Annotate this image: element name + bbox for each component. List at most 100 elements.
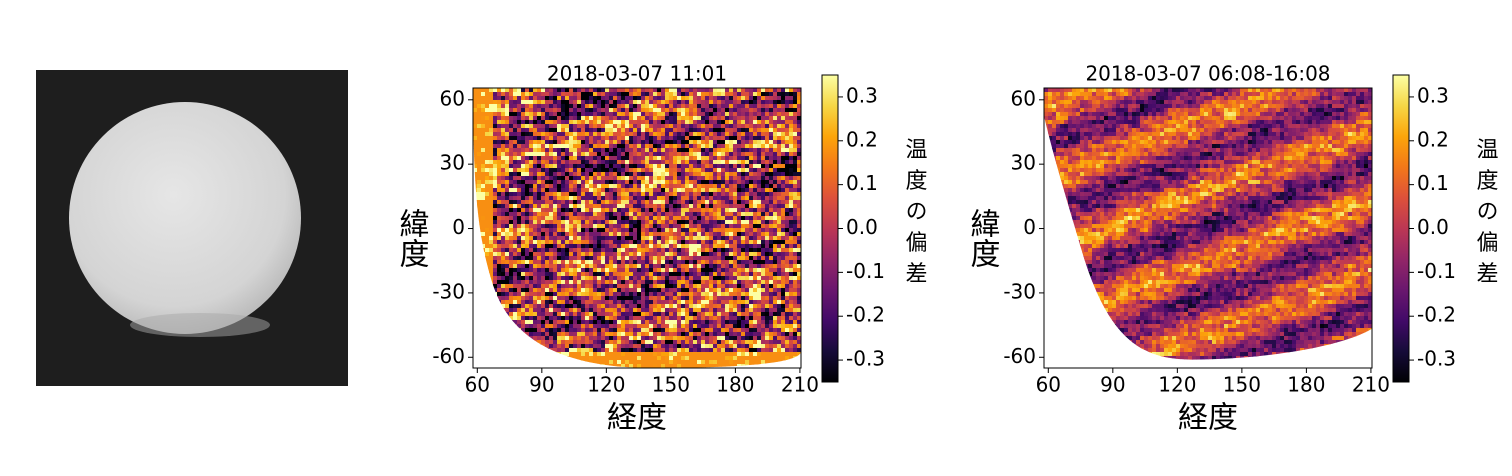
heatmap-cell [537, 276, 542, 281]
heatmap-cell [789, 256, 794, 261]
heatmap-cell [641, 192, 646, 197]
heatmap-cell [781, 212, 786, 217]
heatmap-cell [477, 148, 482, 153]
heatmap-cell [633, 224, 638, 229]
heatmap-cell [713, 180, 718, 185]
heatmap-cell [613, 312, 618, 317]
heatmap-cell [593, 196, 598, 201]
heatmap-cell [617, 92, 622, 97]
heatmap-cell [573, 140, 578, 145]
heatmap-cell [653, 176, 658, 181]
heatmap-cell [641, 208, 646, 213]
heatmap-cell [673, 92, 678, 97]
heatmap-cell [501, 220, 506, 225]
heatmap-cell [521, 280, 526, 285]
heatmap-cell [717, 236, 722, 241]
heatmap-cell [677, 96, 682, 101]
heatmap-cell [597, 216, 602, 221]
heatmap-cell [765, 176, 770, 181]
heatmap-cell [497, 144, 502, 149]
heatmap-cell [749, 140, 754, 145]
heatmap-cell [537, 160, 542, 165]
heatmap-cell [721, 168, 726, 173]
heatmap-cell [505, 200, 510, 205]
heatmap-cell [489, 212, 494, 217]
heatmap-cell [685, 324, 690, 329]
heatmap-cell [669, 200, 674, 205]
heatmap-cell [501, 112, 506, 117]
heatmap-cell [557, 152, 562, 157]
heatmap-cell [745, 164, 750, 169]
heatmap-cell [549, 204, 554, 209]
heatmap-cell [541, 304, 546, 309]
heatmap-cell [761, 264, 766, 269]
heatmap-cell [493, 292, 498, 297]
heatmap-cell [549, 260, 554, 265]
heatmap-cell [569, 160, 574, 165]
heatmap-cell [689, 112, 694, 117]
heatmap-cell [757, 164, 762, 169]
heatmap-cell [725, 308, 730, 313]
heatmap-cell [701, 112, 706, 117]
heatmap-cell [545, 308, 550, 313]
heatmap-cell [493, 328, 498, 333]
heatmap-cell [749, 312, 754, 317]
heatmap-cell [717, 140, 722, 145]
heatmap-cell [713, 184, 718, 189]
heatmap-cell [497, 256, 502, 261]
heatmap-cell [681, 308, 686, 313]
heatmap-cell [613, 172, 618, 177]
heatmap-cell [481, 324, 486, 329]
heatmap-cell [793, 232, 798, 237]
heatmap-cell [689, 120, 694, 125]
heatmap-cell [725, 108, 730, 113]
heatmap-cell [645, 132, 650, 137]
heatmap-cell [793, 220, 798, 225]
heatmap-cell [581, 280, 586, 285]
heatmap-cell [553, 160, 558, 165]
heatmap-cell [625, 160, 630, 165]
heatmap-cell [781, 300, 786, 305]
heatmap-cell [689, 252, 694, 257]
heatmap-cell [773, 144, 778, 149]
heatmap-cell [485, 256, 490, 261]
heatmap-cell [529, 256, 534, 261]
heatmap-cell [621, 156, 626, 161]
heatmap-cell [625, 316, 630, 321]
heatmap-cell [737, 116, 742, 121]
heatmap-cell [645, 176, 650, 181]
heatmap-cell [609, 128, 614, 133]
heatmap-cell [701, 252, 706, 257]
heatmap-cell [509, 212, 514, 217]
heatmap-cell [633, 124, 638, 129]
heatmap-cell [717, 152, 722, 157]
heatmap-cell [661, 296, 666, 301]
heatmap-cell [749, 316, 754, 321]
heatmap-cell [633, 248, 638, 253]
heatmap-cell [577, 280, 582, 285]
heatmap-cell [505, 100, 510, 105]
heatmap-cell [761, 308, 766, 313]
heatmap-cell [473, 288, 478, 293]
heatmap-cell [789, 100, 794, 105]
heatmap-cell [737, 120, 742, 125]
heatmap-cell [473, 184, 478, 189]
heatmap-cell [493, 208, 498, 213]
heatmap-cell [777, 288, 782, 293]
heatmap-cell [753, 324, 758, 329]
heatmap-cell [509, 324, 514, 329]
heatmap-cell [689, 196, 694, 201]
heatmap-cell [625, 328, 630, 333]
heatmap-cell [497, 176, 502, 181]
heatmap-cell [549, 88, 554, 93]
heatmap-cell [729, 228, 734, 233]
heatmap-cell [693, 128, 698, 133]
heatmap-cell [737, 268, 742, 273]
heatmap-cell [721, 228, 726, 233]
heatmap-cell [617, 200, 622, 205]
heatmap-cell [681, 168, 686, 173]
heatmap-cell [741, 164, 746, 169]
heatmap-cell [625, 128, 630, 133]
heatmap-cell [681, 96, 686, 101]
heatmap-cell [565, 104, 570, 109]
